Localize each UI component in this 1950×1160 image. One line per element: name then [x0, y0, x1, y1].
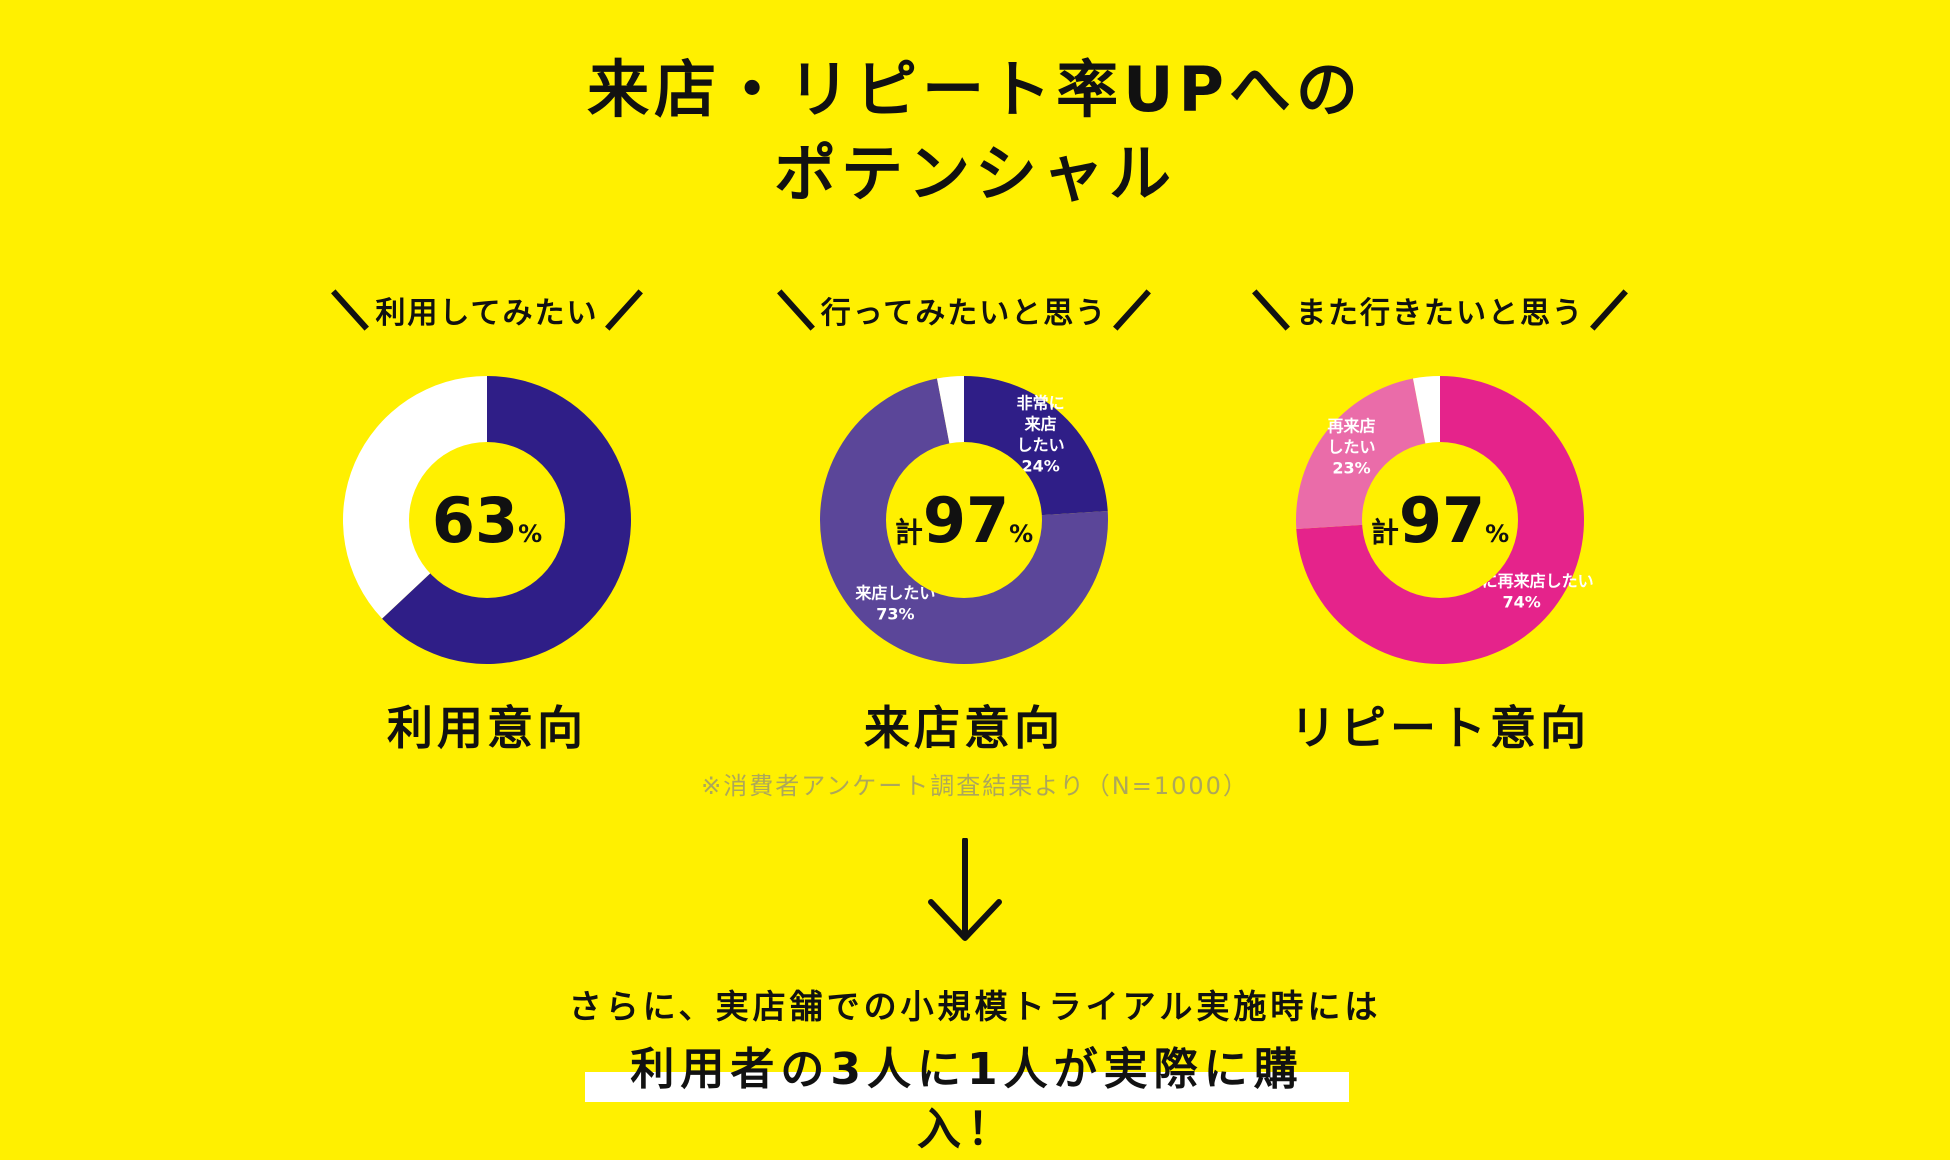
donut-chart: 63% [342, 376, 631, 664]
survey-note: ※消費者アンケート調査結果より（N=1000） [701, 772, 1249, 800]
tagline: 利用してみたい [207, 280, 767, 340]
tagline-text: また行きたいと思う [1296, 296, 1584, 331]
slice-label-1: 来店したい 73% [854, 583, 935, 623]
bottom-highlight: 利用者の3人に1人が実際に購入！ [585, 1040, 1349, 1155]
donut-hole [409, 442, 565, 598]
intent-label: 来店意向 [864, 701, 1064, 755]
tagline: また行きたいと思う [1160, 280, 1720, 340]
donut-chart: 非常に再来店したい 74%再来店したい 23%計97% [1296, 376, 1594, 664]
slice-label-1: 再来店したい 23% [1327, 416, 1375, 477]
slash-right-icon [1590, 289, 1628, 331]
page-title: 来店・リピート率UPへの ポテンシャル [0, 48, 1950, 216]
tagline: 行ってみたいと思う [684, 280, 1244, 340]
chart-repeat-intent: また行きたいと思う 非常に再来店したい 74% 再来店したい 23% 計97% リピート… [1160, 280, 1720, 760]
donut-chart: 非常に来店したい 24% 来店したい 73% 計97% [820, 376, 1108, 664]
slash-right-icon [604, 289, 643, 331]
donut-hole [1362, 442, 1518, 598]
slash-left-icon [776, 289, 815, 331]
tagline-text: 行ってみたいと思う [820, 296, 1108, 331]
center-value: 計97% [895, 484, 1033, 557]
bottom-lead-text: さらに、実店舗での小規模トライアル実施時には [568, 987, 1382, 1026]
chart-visit-intent: 行ってみたいと思う 非常に来店したい 24% 来店したい 73% 計97% 来店意向 [684, 280, 1244, 760]
slice-label-0: 非常に来店したい 24% [1017, 393, 1065, 475]
center-value: 63% [432, 484, 542, 557]
bottom-highlight-text: 利用者の3人に1人が実際に購入！ [630, 1044, 1304, 1155]
title-line-1: 来店・リピート率UPへの [587, 53, 1363, 126]
intent-label: 利用意向 [387, 701, 587, 755]
highlight-bar [585, 1072, 1349, 1102]
tagline-text: 利用してみたい [375, 296, 599, 331]
slash-right-icon [1113, 289, 1152, 331]
donut-hole [886, 442, 1042, 598]
arrow-down-icon [928, 838, 1002, 941]
chart-usage-intent: 利用してみたい 63% 利用意向 [207, 280, 767, 760]
slash-left-icon [331, 289, 370, 331]
title-line-2: ポテンシャル [773, 137, 1176, 210]
intent-label: リピート意向 [1290, 701, 1590, 755]
center-value: 計97% [1371, 484, 1509, 557]
slash-left-icon [1252, 289, 1290, 331]
